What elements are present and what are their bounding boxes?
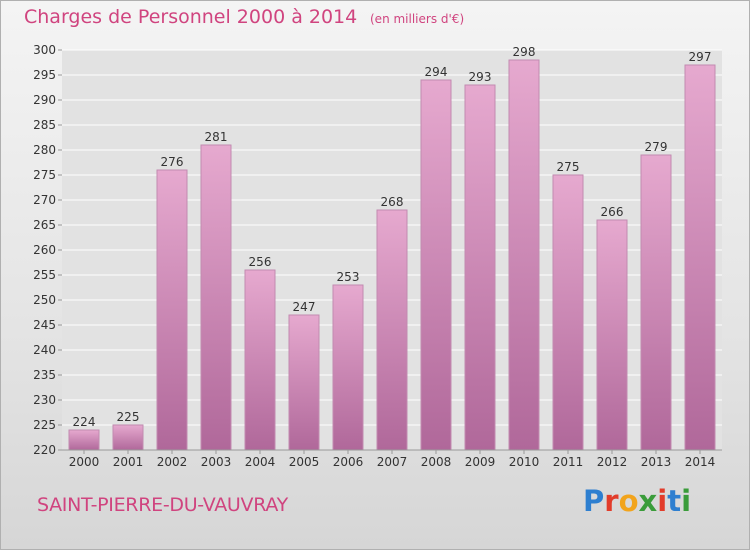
y-tick-label: 225 — [33, 418, 56, 432]
logo-letter: t — [667, 484, 682, 518]
y-tick-label: 260 — [33, 243, 56, 257]
bar-2009 — [464, 84, 496, 451]
bar-2001 — [112, 424, 144, 451]
y-tick-label: 240 — [33, 343, 56, 357]
x-tick-label: 2013 — [641, 455, 672, 469]
data-label-2005: 247 — [293, 300, 316, 314]
bar-2012 — [596, 219, 628, 451]
bar-2014 — [684, 64, 716, 451]
x-tick-label: 2005 — [289, 455, 320, 469]
data-label-2006: 253 — [337, 270, 360, 284]
data-labels: 224 225 276 281 256 247 253 268 294 293 298 275 266 2… — [73, 45, 712, 429]
x-axis-tick-labels: 2000 2001 2002 2003 2004 2005 2006 2007 2008 2009… — [69, 450, 716, 469]
x-tick-label: 2002 — [157, 455, 188, 469]
data-label-2003: 281 — [205, 130, 228, 144]
data-label-2004: 256 — [249, 255, 272, 269]
data-label-2010: 298 — [513, 45, 536, 59]
x-tick-label: 2006 — [333, 455, 364, 469]
chart-title: Charges de Personnel 2000 à 2014 — [24, 6, 358, 28]
y-tick-label: 220 — [33, 443, 56, 457]
bar-2013 — [640, 154, 672, 451]
x-tick-label: 2001 — [113, 455, 144, 469]
bar-2002 — [156, 169, 188, 451]
bar-2007 — [376, 209, 408, 451]
bar-2010 — [508, 59, 540, 451]
x-tick-label: 2009 — [465, 455, 496, 469]
chart-subtitle: (en milliers d'€) — [370, 12, 465, 26]
x-tick-label: 2012 — [597, 455, 628, 469]
bar-2008 — [420, 79, 452, 451]
logo-letter: r — [604, 484, 619, 518]
data-label-2014: 297 — [689, 50, 712, 64]
x-tick-label: 2003 — [201, 455, 232, 469]
y-tick-label: 280 — [33, 143, 56, 157]
y-tick-label: 250 — [33, 293, 56, 307]
y-tick-label: 235 — [33, 368, 56, 382]
bar-2003 — [200, 144, 232, 451]
y-tick-label: 265 — [33, 218, 56, 232]
logo-letter: o — [618, 484, 639, 518]
bar-2006 — [332, 284, 364, 451]
y-tick-label: 300 — [33, 43, 56, 57]
y-axis-tick-labels: 220 225 230 235 240 245 250 255 260 265 270 275 280 2… — [33, 43, 56, 457]
data-label-2001: 225 — [117, 410, 140, 424]
data-label-2002: 276 — [161, 155, 184, 169]
y-tick-label: 245 — [33, 318, 56, 332]
data-label-2000: 224 — [73, 415, 96, 429]
logo-letter: x — [638, 484, 658, 518]
y-tick-label: 290 — [33, 93, 56, 107]
x-tick-label: 2000 — [69, 455, 100, 469]
logo-letter: i — [657, 484, 668, 518]
y-tick-label: 295 — [33, 68, 56, 82]
data-label-2009: 293 — [469, 70, 492, 84]
proxiti-logo: Proxiti — [583, 484, 691, 518]
bar-2004 — [244, 269, 276, 451]
y-tick-label: 230 — [33, 393, 56, 407]
bar-2005 — [288, 314, 320, 451]
data-label-2008: 294 — [425, 65, 448, 79]
x-tick-label: 2010 — [509, 455, 540, 469]
data-label-2013: 279 — [645, 140, 668, 154]
data-label-2011: 275 — [557, 160, 580, 174]
x-tick-label: 2011 — [553, 455, 584, 469]
location-name: SAINT-PIERRE-DU-VAUVRAY — [37, 494, 288, 516]
bar-2011 — [552, 174, 584, 451]
bars — [68, 59, 716, 451]
x-tick-label: 2014 — [685, 455, 716, 469]
logo-letter: P — [583, 484, 605, 518]
data-label-2007: 268 — [381, 195, 404, 209]
x-tick-label: 2007 — [377, 455, 408, 469]
x-tick-label: 2008 — [421, 455, 452, 469]
bar-2000 — [68, 429, 100, 451]
y-tick-label: 275 — [33, 168, 56, 182]
data-label-2012: 266 — [601, 205, 624, 219]
y-tick-label: 285 — [33, 118, 56, 132]
logo-letter: i — [681, 484, 692, 518]
x-tick-label: 2004 — [245, 455, 276, 469]
y-tick-label: 270 — [33, 193, 56, 207]
y-tick-label: 255 — [33, 268, 56, 282]
